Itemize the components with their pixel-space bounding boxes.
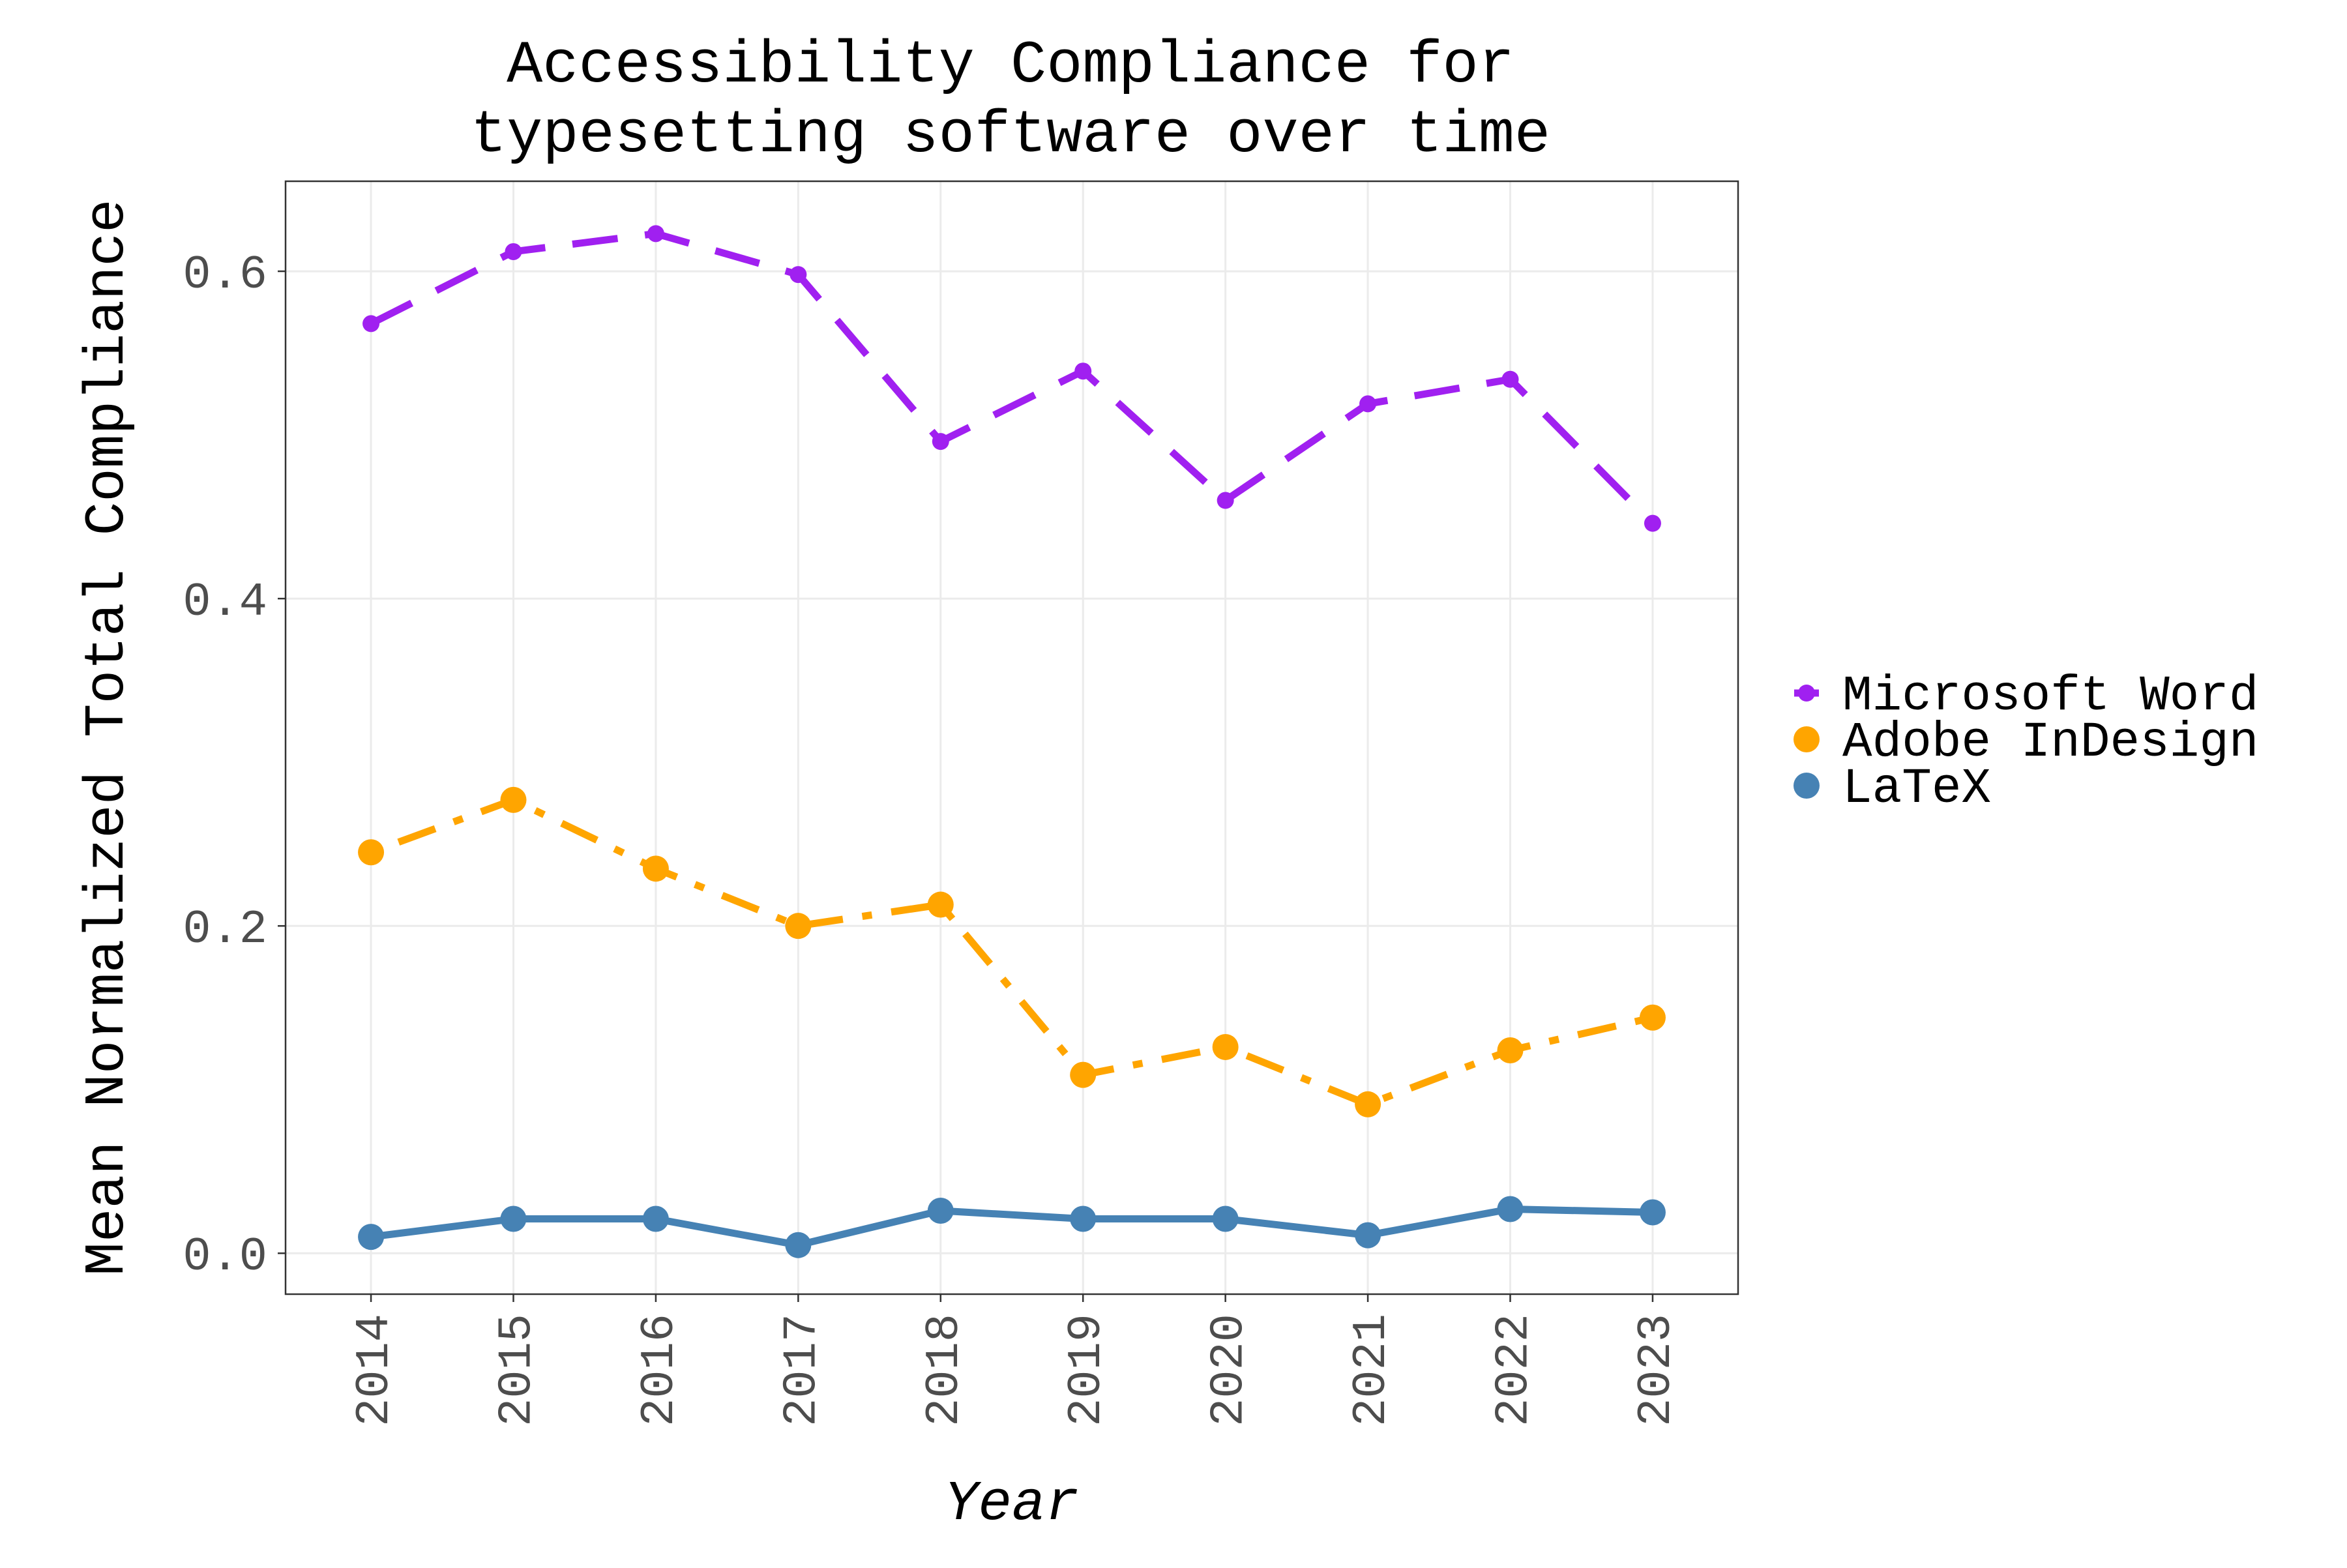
legend-label: LaTeX	[1842, 761, 1991, 817]
data-point	[927, 1197, 954, 1224]
x-tick-label: 2015	[490, 1314, 544, 1427]
plot-panel-border	[284, 180, 1739, 1295]
series-microsoft-word	[362, 225, 1661, 532]
data-point	[500, 786, 527, 813]
data-point	[505, 243, 522, 260]
x-tick-label: 2021	[1345, 1314, 1398, 1427]
series-line	[370, 1205, 1653, 1249]
y-tick-label: 0.4	[183, 576, 267, 629]
x-tick-label: 2020	[1203, 1314, 1256, 1427]
data-point	[785, 913, 812, 939]
data-point	[790, 266, 807, 284]
chart-title-line-2: typesetting software over time	[471, 101, 1550, 170]
data-point	[1359, 395, 1377, 413]
data-point	[1070, 1061, 1097, 1088]
series-line	[369, 229, 1655, 526]
data-point	[1212, 1033, 1239, 1060]
y-tick-label: 0.2	[183, 903, 267, 956]
data-point	[358, 839, 385, 866]
x-axis-title: Year	[945, 1472, 1079, 1536]
y-axis-title: Mean Normalized Total Compliance	[76, 199, 140, 1275]
data-point	[1212, 1206, 1239, 1232]
series-line	[370, 796, 1654, 1108]
data-point	[1355, 1091, 1381, 1117]
legend-label: Microsoft Word	[1842, 668, 2259, 724]
legend-label: Adobe InDesign	[1842, 715, 2259, 771]
data-point	[500, 1206, 527, 1232]
data-point	[647, 225, 664, 243]
axes: 0.0 0.2 0.4 0.6 2014 2015 2016 2017 2018 2019 2020…	[183, 248, 1683, 1427]
x-tick-label: 2022	[1488, 1314, 1541, 1427]
data-point	[1639, 1004, 1666, 1031]
data-point	[358, 1224, 385, 1250]
series-adobe-indesign	[358, 786, 1666, 1117]
data-point	[932, 433, 949, 451]
data-point	[1497, 1037, 1524, 1063]
y-tick-label: 0.0	[183, 1230, 267, 1284]
data-point	[1355, 1222, 1381, 1249]
data-point	[1644, 514, 1661, 532]
legend-item: Adobe InDesign	[1793, 715, 2259, 771]
gridlines	[286, 181, 1738, 1294]
x-tick-label: 2018	[918, 1314, 971, 1427]
legend-key-point	[1793, 773, 1820, 799]
series-group	[358, 225, 1666, 1258]
data-point	[1501, 370, 1519, 388]
data-point	[642, 1206, 669, 1232]
data-point	[1639, 1199, 1666, 1226]
y-tick-label: 0.6	[183, 248, 267, 302]
legend-key-point	[1793, 726, 1820, 752]
legend-item: LaTeX	[1793, 761, 1991, 817]
x-tick-label: 2014	[348, 1314, 402, 1427]
data-point	[1070, 1206, 1097, 1232]
legend-item: Microsoft Word	[1794, 668, 2259, 724]
x-tick-label: 2019	[1060, 1314, 1114, 1427]
series-latex	[358, 1196, 1666, 1258]
data-point	[1074, 362, 1092, 380]
x-tick-label: 2023	[1630, 1314, 1683, 1427]
data-point	[362, 315, 380, 333]
data-point	[785, 1232, 812, 1258]
x-tick-label: 2016	[633, 1314, 686, 1427]
data-point	[1497, 1196, 1524, 1222]
data-point	[1217, 492, 1234, 509]
legend-key-point	[1798, 685, 1815, 702]
data-point	[927, 891, 954, 918]
x-tick-label: 2017	[775, 1314, 829, 1427]
data-point	[642, 855, 669, 882]
chart-title-line-1: Accessibility Compliance for	[507, 31, 1514, 100]
